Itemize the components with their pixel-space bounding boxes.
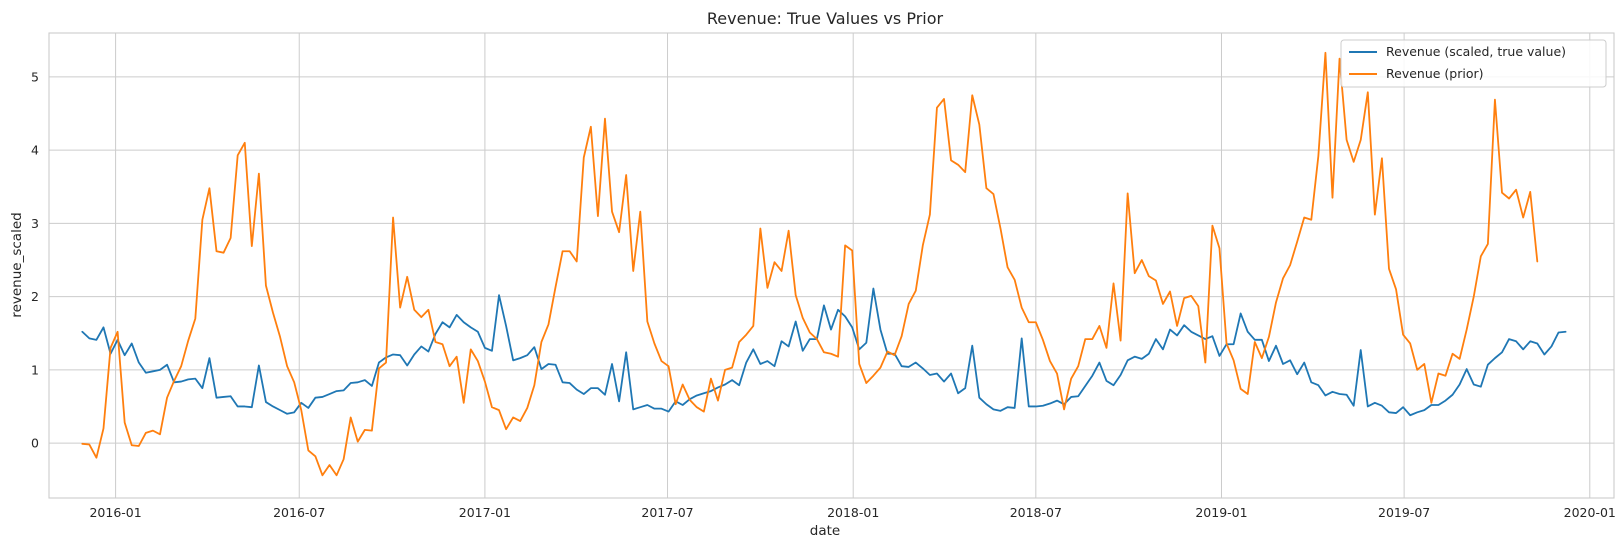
x-tick-label: 2018-07	[1010, 505, 1062, 520]
legend-label-true: Revenue (scaled, true value)	[1386, 44, 1566, 59]
series-lines	[81, 51, 1567, 477]
series-line-true-value	[81, 287, 1567, 417]
chart-title: Revenue: True Values vs Prior	[707, 9, 944, 28]
y-tick-label: 4	[31, 143, 39, 158]
y-tick-label: 0	[31, 436, 39, 451]
y-tick-label: 5	[31, 69, 39, 84]
plot-area	[48, 32, 1615, 499]
x-tick-label: 2016-07	[273, 505, 325, 520]
x-axis-ticks: 2016-01 2016-07 2017-01 2017-07 2018-01 2018-…	[89, 505, 1615, 520]
x-tick-label: 2016-01	[89, 505, 141, 520]
grid-lines	[49, 33, 1614, 498]
legend-box	[1340, 39, 1607, 88]
x-tick-label: 2019-07	[1378, 505, 1430, 520]
y-tick-label: 2	[31, 289, 39, 304]
series-line-prior	[81, 51, 1539, 477]
x-axis-label: date	[810, 523, 840, 539]
y-axis-label: revenue_scaled	[9, 212, 25, 317]
y-tick-label: 1	[31, 362, 39, 377]
x-tick-label: 2017-01	[459, 505, 511, 520]
y-tick-label: 3	[31, 216, 39, 231]
legend: Revenue (scaled, true value) Revenue (pr…	[1340, 39, 1607, 88]
x-tick-label: 2017-07	[641, 505, 693, 520]
y-axis-ticks: 0 1 2 3 4 5	[31, 69, 39, 450]
x-tick-label: 2020-01	[1564, 505, 1616, 520]
legend-label-prior: Revenue (prior)	[1386, 66, 1484, 81]
x-tick-label: 2019-01	[1195, 505, 1247, 520]
x-tick-label: 2018-01	[827, 505, 879, 520]
